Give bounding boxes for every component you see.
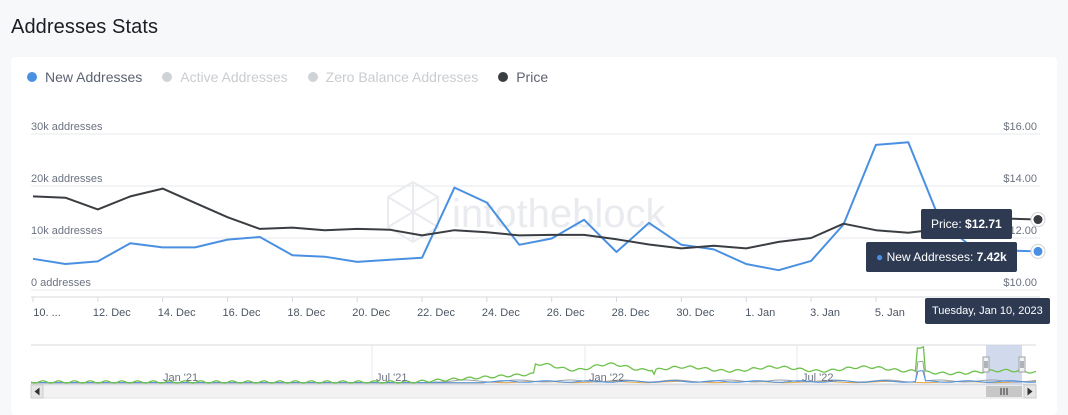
navigator[interactable]: Jan '21 Jul '21 Jan '22 Jul '22	[30, 344, 1037, 385]
price-tooltip-value: $12.71	[965, 217, 1002, 231]
tooltip-markers	[1030, 212, 1046, 259]
y-right-tick-label: $10.00	[1003, 277, 1037, 289]
date-tooltip: Tuesday, Jan 10, 2023	[925, 298, 1050, 324]
chart-legend: New Addresses Active Addresses Zero Bala…	[27, 69, 548, 85]
new-addresses-tooltip-label: New Addresses:	[886, 250, 974, 264]
new-addresses-point-marker	[1033, 246, 1043, 256]
x-tick-label: 16. Dec	[223, 307, 261, 319]
navigator-label: Jul '22	[802, 372, 833, 384]
y-right-tick-label: $12.00	[1003, 225, 1037, 237]
x-tick-label: 10. ...	[33, 307, 61, 319]
legend-price[interactable]: Price	[498, 69, 548, 85]
legend-dot-price	[498, 72, 509, 82]
watermark-logo-icon	[387, 180, 439, 244]
date-tooltip-text: Tuesday, Jan 10, 2023	[932, 305, 1043, 317]
legend-label-active-addresses: Active Addresses	[180, 69, 288, 85]
navigator-left-handle[interactable]	[982, 356, 990, 373]
grid-lines	[31, 133, 1040, 291]
series-layer	[32, 141, 1039, 272]
page-title: Addresses Stats	[11, 16, 159, 38]
tooltip-dot-icon: ●	[876, 250, 884, 264]
series-line-new-addresses	[32, 141, 1039, 272]
navigator-selection[interactable]	[986, 345, 1022, 385]
x-tick-label: 26. Dec	[547, 307, 585, 319]
legend-active-addresses[interactable]: Active Addresses	[162, 69, 288, 85]
y-left-tick-label: 30k addresses	[31, 121, 103, 133]
x-tick-label: 20. Dec	[352, 307, 390, 319]
price-tooltip-label: Price:	[931, 217, 962, 231]
x-tick-label: 24. Dec	[482, 307, 520, 319]
navigator-right-handle[interactable]	[1018, 356, 1026, 373]
y-right-tick-label: $16.00	[1003, 121, 1037, 133]
new-addresses-tooltip: ● New Addresses: 7.42k	[866, 242, 1017, 272]
navigator-labels: Jan '21 Jul '21 Jan '22 Jul '22	[163, 372, 833, 384]
legend-dot-active-addresses	[162, 72, 173, 82]
x-tick-label: 28. Dec	[612, 307, 650, 319]
legend-zero-balance-addresses[interactable]: Zero Balance Addresses	[307, 69, 479, 85]
y-left-tick-label: 10k addresses	[31, 225, 103, 237]
x-tick-label: 3. Jan	[810, 307, 840, 319]
price-point-marker	[1033, 215, 1043, 225]
series-line-price	[32, 187, 1039, 250]
legend-label-price: Price	[516, 69, 549, 85]
watermark: intotheblock	[387, 180, 666, 244]
navigator-label: Jan '22	[589, 372, 624, 384]
legend-label-zero-balance-addresses: Zero Balance Addresses	[325, 69, 479, 85]
y-axis-left: 0 addresses 10k addresses 20k addresses 30k…	[31, 121, 103, 289]
legend-label-new-addresses: New Addresses	[45, 69, 143, 85]
navigator-grid	[371, 345, 798, 384]
navigator-series	[30, 345, 1037, 384]
scrollbar-track[interactable]	[30, 384, 1037, 399]
x-tick-label: 14. Dec	[158, 307, 196, 319]
legend-dot-zero-balance-addresses	[307, 72, 318, 82]
x-tick-label: 18. Dec	[287, 307, 325, 319]
scroll-right-arrow-icon	[1027, 387, 1033, 396]
new-addresses-tooltip-value: 7.42k	[976, 250, 1007, 264]
navigator-line-blue	[31, 370, 1037, 384]
x-tick-label: 5. Jan	[875, 307, 905, 319]
navigator-label: Jul '21	[376, 372, 407, 384]
y-right-tick-label: $14.00	[1003, 173, 1037, 185]
navigator-label: Jan '21	[163, 372, 198, 384]
x-tick-label: 22. Dec	[417, 307, 455, 319]
x-axis: 10. ... 12. Dec 14. Dec 16. Dec 18. Dec 20. D…	[31, 296, 1040, 319]
legend-dot-new-addresses	[27, 72, 37, 82]
y-left-tick-label: 0 addresses	[31, 277, 91, 289]
navigator-scrollbar[interactable]	[30, 384, 1037, 399]
scroll-left-arrow-icon	[34, 387, 40, 396]
watermark-text: intotheblock	[452, 192, 666, 236]
y-axis-right: $10.00 $12.00 $14.00 $16.00	[1003, 121, 1037, 289]
x-tick-label: 30. Dec	[676, 307, 714, 319]
legend-new-addresses[interactable]: New Addresses	[27, 69, 142, 85]
price-tooltip: Price: $12.71	[921, 209, 1012, 239]
navigator-line-green	[30, 345, 1037, 384]
x-tick-label: 12. Dec	[93, 307, 131, 319]
x-tick-label: 1. Jan	[745, 307, 775, 319]
y-left-tick-label: 20k addresses	[31, 173, 103, 185]
